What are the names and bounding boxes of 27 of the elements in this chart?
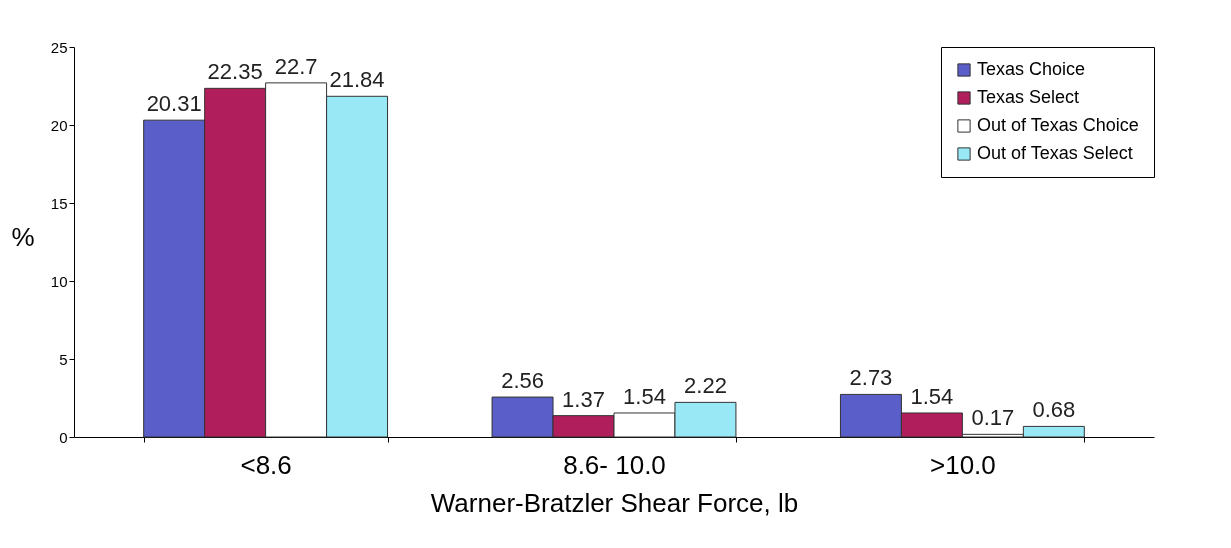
legend-label: Texas Select <box>977 87 1080 107</box>
y-tick-label: 10 <box>50 272 68 290</box>
y-axis-title: % <box>11 221 35 252</box>
data-label: 1.54 <box>910 383 954 409</box>
legend-label: Out of Texas Choice <box>977 115 1139 135</box>
y-tick-label: 5 <box>59 350 68 368</box>
data-label: 0.68 <box>1032 397 1076 423</box>
data-label: 21.84 <box>329 67 385 93</box>
y-tick-label: 15 <box>50 194 68 212</box>
data-label: 20.31 <box>146 91 202 117</box>
data-label: 2.73 <box>849 365 893 391</box>
x-tick-label: <8.6 <box>240 449 292 480</box>
x-axis-title: Warner-Bratzler Shear Force, lb <box>430 487 799 518</box>
x-tick-label: >10.0 <box>929 449 996 480</box>
data-label: 22.7 <box>274 53 318 79</box>
data-label: 1.37 <box>562 386 605 412</box>
y-tick-label: 25 <box>50 38 68 56</box>
data-label: 2.22 <box>684 373 727 399</box>
data-label: 0.17 <box>971 405 1015 431</box>
data-label: 2.56 <box>501 368 544 394</box>
data-label: 1.54 <box>623 383 666 409</box>
data-label: 22.35 <box>207 59 263 85</box>
legend-label: Texas Choice <box>977 59 1086 79</box>
x-tick-label: 8.6- 10.0 <box>563 449 666 480</box>
y-tick-label: 20 <box>50 116 68 134</box>
y-tick-label: 0 <box>59 428 68 446</box>
legend-label: Out of Texas Select <box>977 143 1133 163</box>
